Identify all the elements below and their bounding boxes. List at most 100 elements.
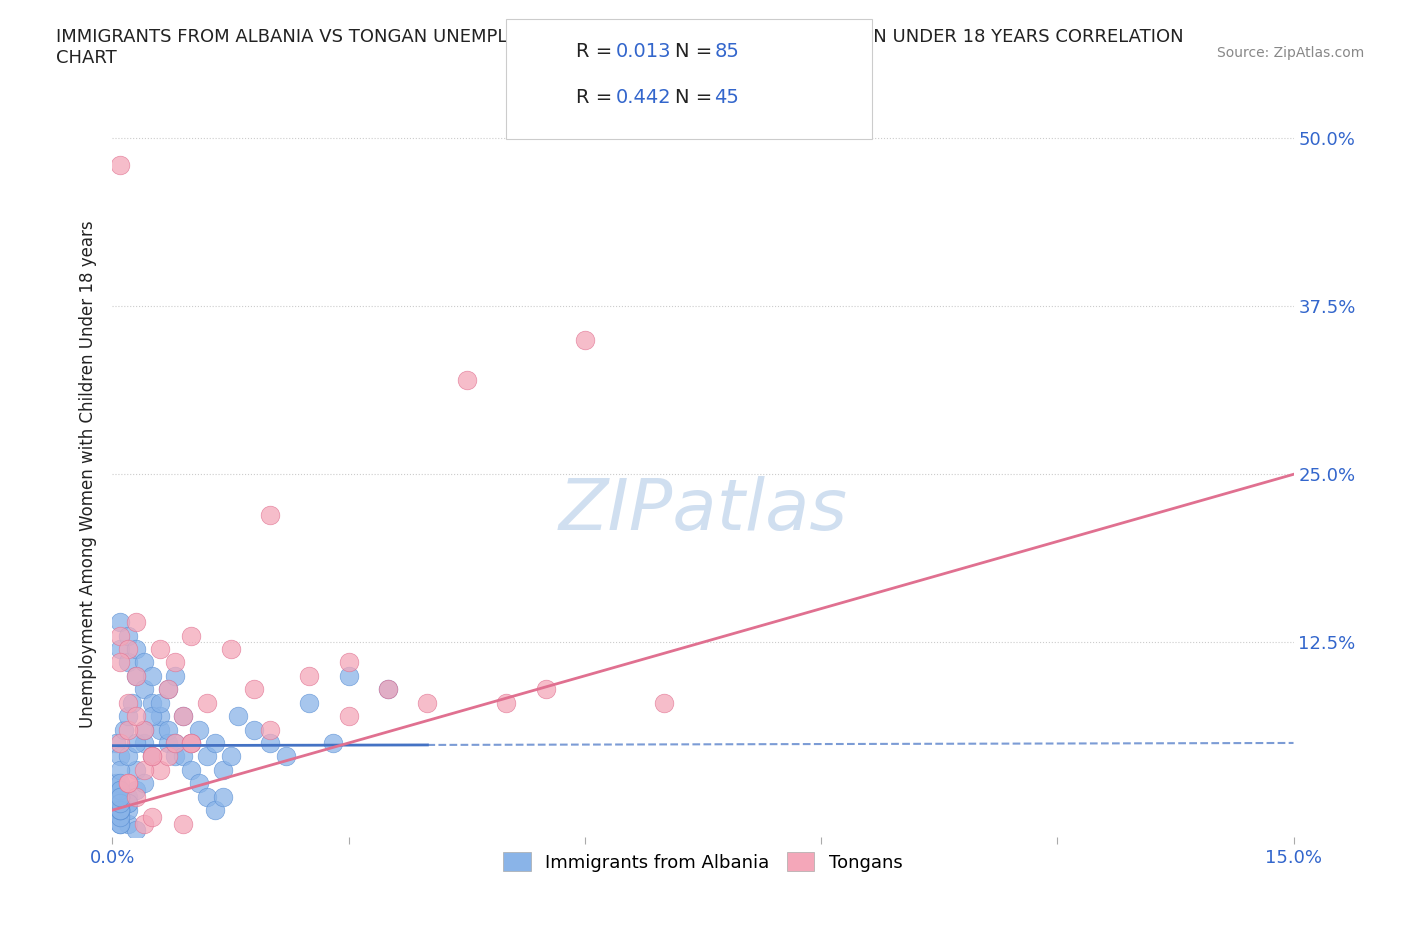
Point <box>132 817 155 831</box>
Text: 45: 45 <box>714 88 740 107</box>
Point <box>110 817 132 831</box>
Point <box>125 642 148 657</box>
Point <box>110 782 132 797</box>
Point <box>117 790 139 804</box>
Point <box>110 803 132 817</box>
Point <box>534 682 557 697</box>
Point <box>377 682 399 697</box>
Point <box>110 790 132 804</box>
Point <box>117 796 139 811</box>
Point <box>188 722 211 737</box>
Text: IMMIGRANTS FROM ALBANIA VS TONGAN UNEMPLOYMENT AMONG WOMEN WITH CHILDREN UNDER 1: IMMIGRANTS FROM ALBANIA VS TONGAN UNEMPL… <box>56 28 1184 67</box>
Point <box>211 790 233 804</box>
Point <box>117 817 139 831</box>
Point <box>274 749 297 764</box>
Point <box>110 776 132 790</box>
Point <box>180 736 202 751</box>
Point <box>125 782 148 797</box>
Point <box>132 722 155 737</box>
Point <box>456 373 478 388</box>
Point <box>117 749 139 764</box>
Point <box>117 655 139 670</box>
Point <box>132 776 155 790</box>
Point <box>322 736 344 751</box>
Point <box>180 736 202 751</box>
Y-axis label: Unemployment Among Women with Children Under 18 years: Unemployment Among Women with Children U… <box>79 220 97 728</box>
Point <box>132 736 155 751</box>
Point <box>243 682 266 697</box>
Text: R =: R = <box>576 42 619 60</box>
Point <box>149 722 172 737</box>
Point <box>110 790 132 804</box>
Point <box>156 682 179 697</box>
Point <box>195 790 218 804</box>
Point <box>219 642 242 657</box>
Text: 0.442: 0.442 <box>616 88 672 107</box>
Point <box>110 803 132 817</box>
Point <box>117 628 139 643</box>
Point <box>117 803 139 817</box>
Point <box>195 749 218 764</box>
Point <box>117 709 139 724</box>
Point <box>298 669 321 684</box>
Text: N =: N = <box>675 42 718 60</box>
Point <box>243 722 266 737</box>
Text: R =: R = <box>576 88 619 107</box>
Point <box>110 796 132 811</box>
Text: Source: ZipAtlas.com: Source: ZipAtlas.com <box>1216 46 1364 60</box>
Point <box>110 796 132 811</box>
Point <box>141 749 163 764</box>
Point <box>132 655 155 670</box>
Text: N =: N = <box>675 88 718 107</box>
Point <box>125 763 148 777</box>
Point <box>110 803 132 817</box>
Point <box>121 696 143 711</box>
Point <box>337 669 360 684</box>
Point <box>165 749 187 764</box>
Point <box>110 817 132 831</box>
Point <box>195 696 218 711</box>
Point <box>172 749 194 764</box>
Text: 0.013: 0.013 <box>616 42 671 60</box>
Point <box>117 776 139 790</box>
Point <box>117 642 139 657</box>
Point <box>125 669 148 684</box>
Point <box>125 669 148 684</box>
Point <box>172 709 194 724</box>
Point <box>298 696 321 711</box>
Point <box>141 696 163 711</box>
Point <box>132 722 155 737</box>
Point <box>165 669 187 684</box>
Point <box>219 749 242 764</box>
Point <box>110 809 132 824</box>
Point <box>141 749 163 764</box>
Point <box>377 682 399 697</box>
Point <box>110 803 132 817</box>
Point <box>105 736 128 751</box>
Point <box>141 809 163 824</box>
Point <box>110 615 132 630</box>
Text: ZIPatlas: ZIPatlas <box>558 476 848 545</box>
Point <box>156 722 179 737</box>
Point <box>180 736 202 751</box>
Point <box>180 628 202 643</box>
Point <box>112 722 135 737</box>
Point <box>110 642 132 657</box>
Point <box>204 736 226 751</box>
Point <box>110 736 132 751</box>
Point <box>110 809 132 824</box>
Point <box>141 709 163 724</box>
Point <box>337 709 360 724</box>
Point <box>105 776 128 790</box>
Point <box>165 655 187 670</box>
Point <box>172 709 194 724</box>
Point <box>110 763 132 777</box>
Legend: Immigrants from Albania, Tongans: Immigrants from Albania, Tongans <box>496 845 910 879</box>
Point <box>110 628 132 643</box>
Point <box>228 709 250 724</box>
Point <box>149 642 172 657</box>
Point <box>259 736 281 751</box>
Point <box>495 696 517 711</box>
Point <box>149 696 172 711</box>
Point <box>165 736 187 751</box>
